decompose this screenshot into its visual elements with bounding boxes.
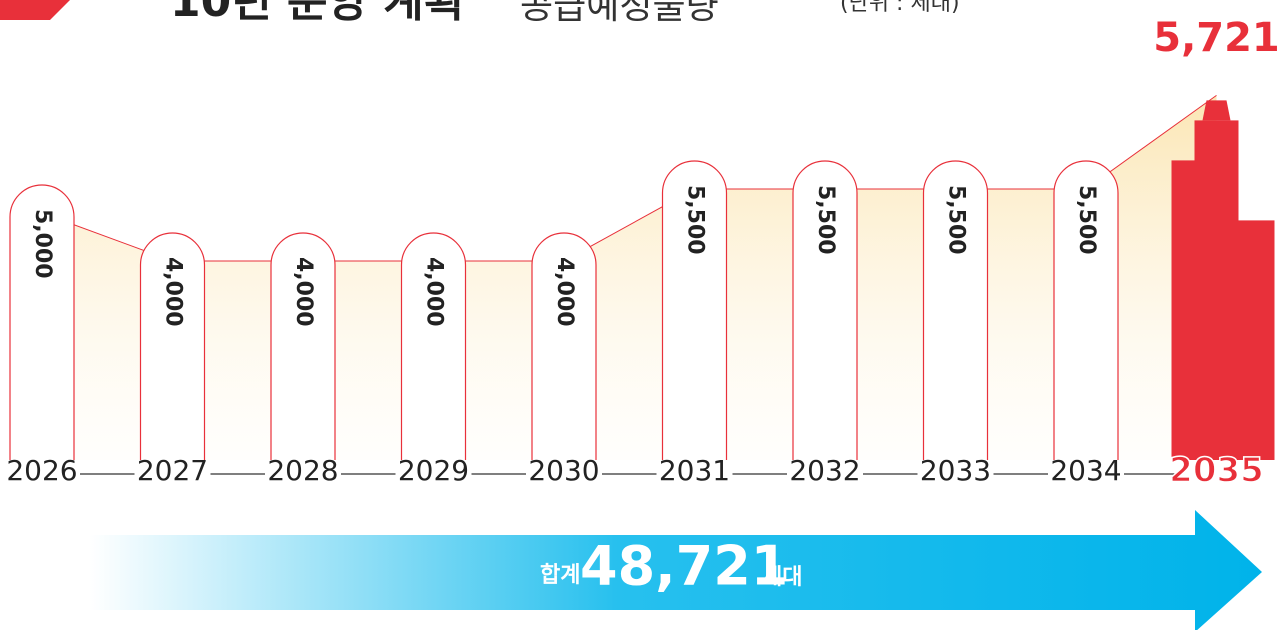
value-label: 5,500 xyxy=(1074,185,1099,255)
x-tick-label: 2030 xyxy=(528,454,599,487)
total-prefix: 합계 xyxy=(540,562,580,588)
value-label: 5,500 xyxy=(813,185,838,255)
x-tick-label: 2031 xyxy=(659,454,730,487)
value-label: 4,000 xyxy=(422,257,447,327)
value-label: 4,000 xyxy=(161,257,186,327)
x-tick-label: 2028 xyxy=(267,454,338,487)
x-tick-label: 2033 xyxy=(920,454,991,487)
tower-right xyxy=(1235,220,1275,460)
x-tick-label: 2029 xyxy=(398,454,469,487)
value-label: 4,000 xyxy=(552,257,577,327)
x-tick-label: 2035 xyxy=(1169,451,1264,491)
chart-title: 10년 분양 계획 xyxy=(170,0,464,27)
logo-mark xyxy=(0,0,70,20)
value-label: 5,500 xyxy=(944,185,969,255)
chart-subtitle: 공급예정물량 xyxy=(520,0,719,27)
value-label: 4,000 xyxy=(291,257,316,327)
total-value: 48,721 xyxy=(580,535,788,598)
value-label: 5,000 xyxy=(30,209,55,279)
area xyxy=(42,95,1217,460)
x-tick-label: 2032 xyxy=(789,454,860,487)
total-unit: 세대 xyxy=(762,565,802,590)
x-tick-label: 2026 xyxy=(6,454,77,487)
value-label: 5,500 xyxy=(683,185,708,255)
tower-left xyxy=(1172,160,1206,460)
x-tick-label: 2034 xyxy=(1050,454,1121,487)
unit-note: (단위 : 세대) xyxy=(840,0,960,16)
value-label: 5,721 xyxy=(1153,15,1280,61)
chart: 10년 분양 계획 공급예정물량 (단위 : 세대) 5,000 4,000 4,0… xyxy=(0,0,1284,630)
spire xyxy=(1203,100,1231,120)
x-tick-label: 2027 xyxy=(137,454,208,487)
